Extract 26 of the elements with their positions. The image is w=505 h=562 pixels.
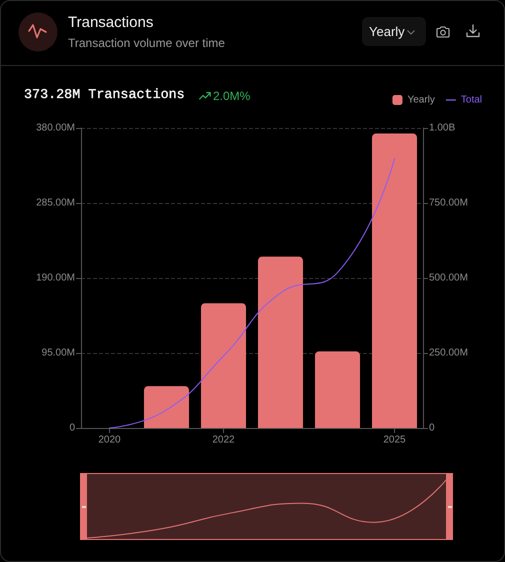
y-tick-label: 0 [69, 422, 76, 434]
y-tick-label: 285.00M [36, 198, 75, 208]
legend-label: Yearly [407, 94, 435, 106]
y2-tick-label: 500.00M [429, 272, 468, 284]
y-tick-label: 190.00M [36, 272, 75, 284]
y2-tick-label: 1.00B [429, 122, 456, 134]
bar [258, 256, 304, 428]
bar [200, 303, 246, 428]
y-tick-label: 380.00M [36, 122, 75, 134]
bar [372, 134, 418, 428]
legend-label: Total [460, 94, 482, 106]
text: 373.28M Transactions [24, 88, 185, 104]
line-series [109, 158, 395, 428]
chart-subtitle: Transaction volume over time [68, 36, 225, 50]
bar [314, 351, 360, 428]
y-tick-label: 95.00M [42, 348, 75, 358]
x-tick-label: 2022 [212, 434, 236, 446]
dropdown: Yearly [362, 17, 426, 46]
y2-tick-label: 250.00M [429, 348, 468, 358]
y2-tick-label: 0 [429, 422, 435, 434]
y2-tick-label: 750.00M [429, 198, 468, 208]
chart-title: Transactions [68, 14, 154, 32]
text: 2.0M% [213, 89, 250, 103]
x-tick-label: 2025 [383, 434, 406, 446]
bar [144, 386, 190, 428]
x-tick-label: 2020 [98, 434, 122, 446]
